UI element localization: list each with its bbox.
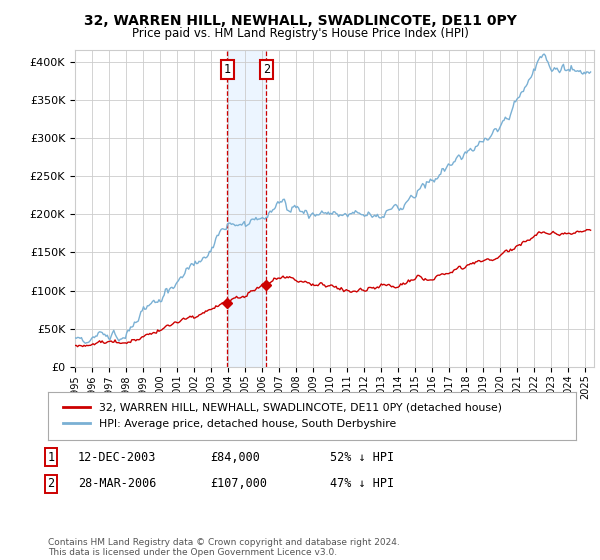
Legend: 32, WARREN HILL, NEWHALL, SWADLINCOTE, DE11 0PY (detached house), HPI: Average p: 32, WARREN HILL, NEWHALL, SWADLINCOTE, D… <box>59 399 506 433</box>
Text: 32, WARREN HILL, NEWHALL, SWADLINCOTE, DE11 0PY: 32, WARREN HILL, NEWHALL, SWADLINCOTE, D… <box>83 14 517 28</box>
Bar <box>227 50 266 367</box>
Text: 2: 2 <box>47 477 55 490</box>
Text: £84,000: £84,000 <box>210 451 260 464</box>
Text: 12-DEC-2003: 12-DEC-2003 <box>78 451 157 464</box>
Text: Contains HM Land Registry data © Crown copyright and database right 2024.
This d: Contains HM Land Registry data © Crown c… <box>48 538 400 557</box>
Text: 52% ↓ HPI: 52% ↓ HPI <box>330 451 394 464</box>
Text: 2: 2 <box>263 63 270 76</box>
Text: 1: 1 <box>47 451 55 464</box>
Text: £107,000: £107,000 <box>210 477 267 490</box>
Text: 1: 1 <box>224 63 231 76</box>
Text: Price paid vs. HM Land Registry's House Price Index (HPI): Price paid vs. HM Land Registry's House … <box>131 27 469 40</box>
Text: 28-MAR-2006: 28-MAR-2006 <box>78 477 157 490</box>
Text: 47% ↓ HPI: 47% ↓ HPI <box>330 477 394 490</box>
